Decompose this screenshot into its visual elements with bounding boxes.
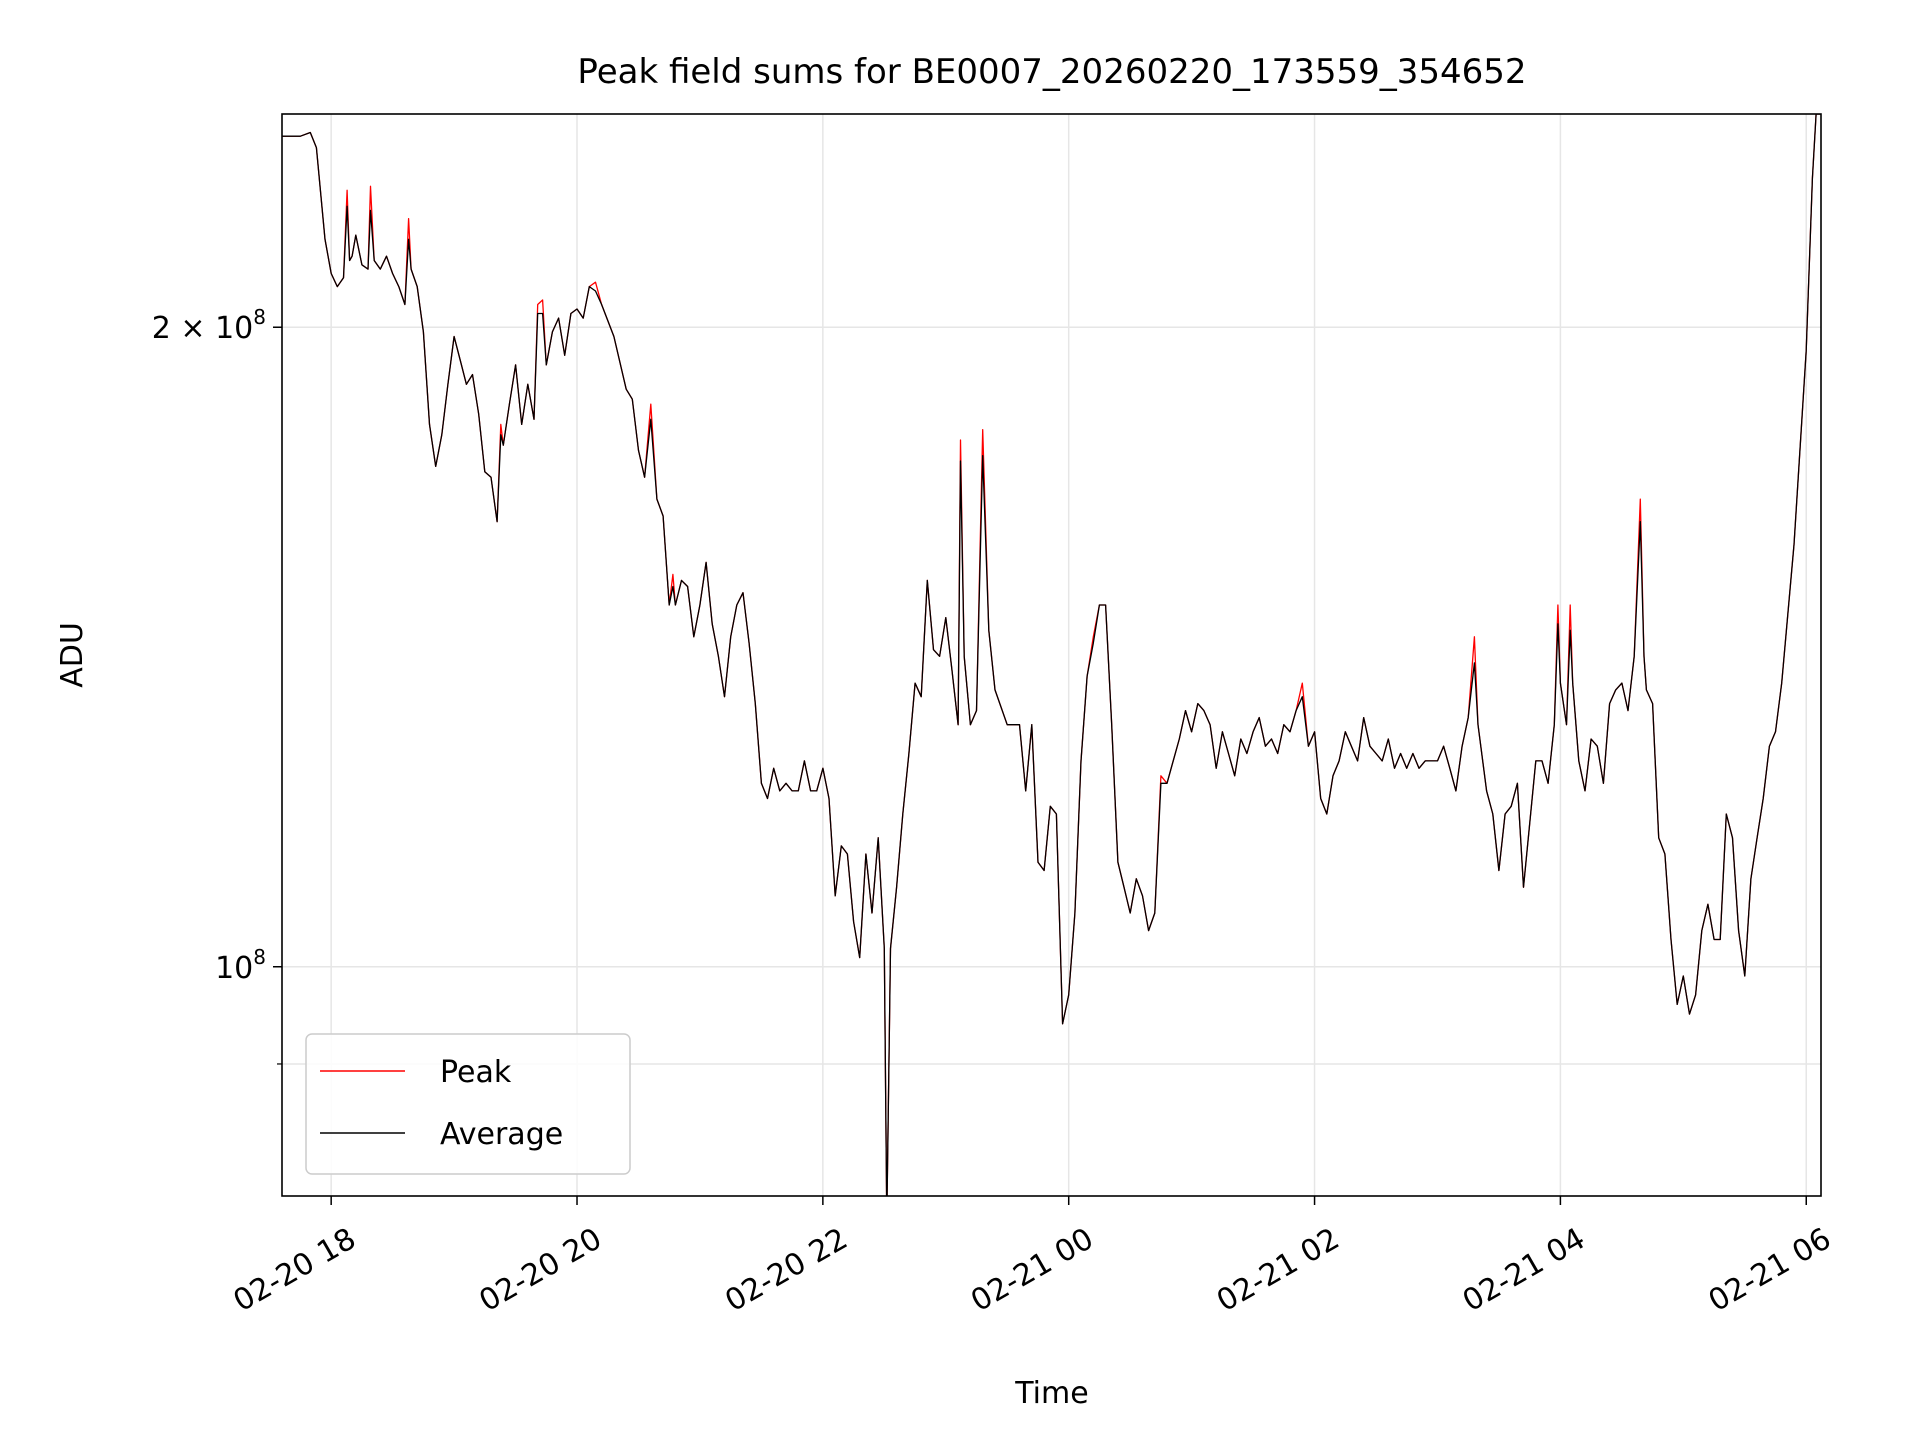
y-axis-label: ADU bbox=[55, 622, 90, 688]
legend-peak-label: Peak bbox=[440, 1055, 512, 1090]
chart-title: Peak field sums for BE0007_20260220_1735… bbox=[577, 52, 1526, 92]
series-line-average bbox=[282, 114, 1821, 1196]
legend-average-label: Average bbox=[440, 1117, 563, 1152]
y-tick-label: 2 × 108 bbox=[152, 305, 266, 346]
x-axis-label: Time bbox=[1014, 1376, 1088, 1411]
legend: Peak Average bbox=[305, 1033, 631, 1175]
legend-box bbox=[305, 1033, 631, 1175]
grid bbox=[282, 114, 1821, 1196]
series-layer bbox=[282, 114, 1821, 1196]
plot-frame bbox=[281, 113, 1822, 1197]
